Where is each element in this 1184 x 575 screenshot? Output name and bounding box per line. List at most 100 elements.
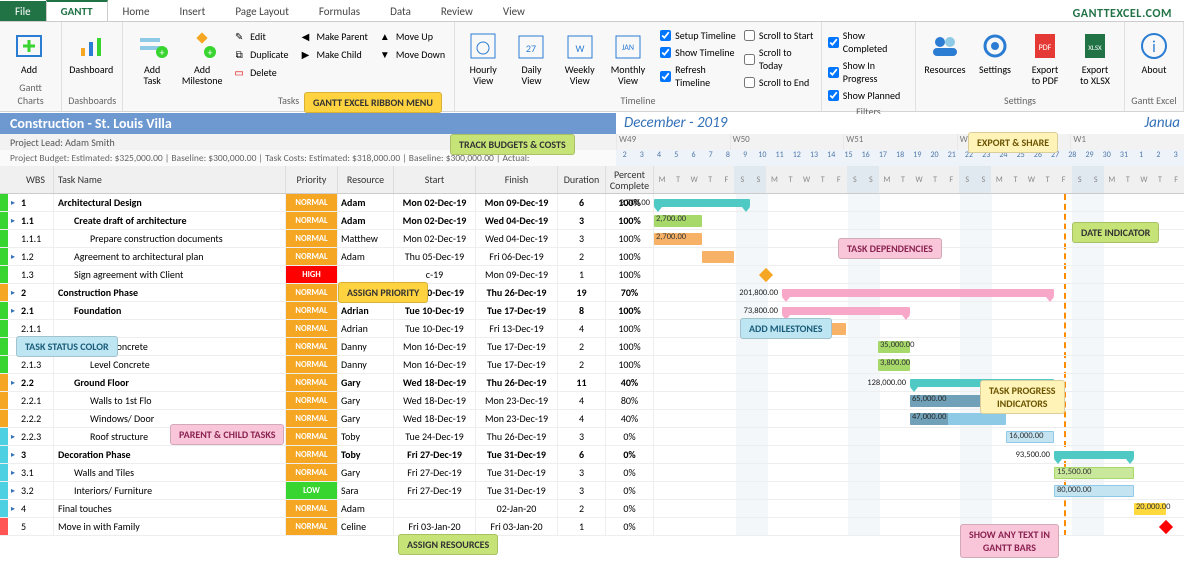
tab-page-layout[interactable]: Page Layout (220, 1, 304, 21)
tab-data[interactable]: Data (375, 1, 426, 21)
duplicate-button[interactable]: ⧉Duplicate (229, 46, 291, 62)
task-row[interactable]: 2.1.1NORMALAdrianTue 10-Dec-19Fri 13-Dec… (0, 320, 1184, 338)
expand-icon[interactable]: ▸ (8, 374, 18, 391)
gantt-bar[interactable]: 15,500.00 (1054, 467, 1134, 479)
tab-insert[interactable]: Insert (164, 1, 220, 21)
expand-icon[interactable] (8, 518, 18, 535)
gantt-bar[interactable]: 80,000.00 (1054, 485, 1134, 497)
gantt-bar[interactable]: 47,000.00 (910, 413, 1006, 425)
tab-gantt[interactable]: GANTT (46, 0, 108, 21)
task-row[interactable]: ▸1Architectural DesignNORMALAdamMon 02-D… (0, 194, 1184, 212)
pct-cell: 80% (606, 392, 654, 409)
gantt-bar[interactable] (702, 251, 734, 263)
expand-icon[interactable]: ▸ (8, 248, 18, 265)
priority-cell: NORMAL (286, 194, 338, 211)
add-task-button[interactable]: + Add Task (129, 28, 175, 86)
show-timeline-check[interactable]: Show Timeline (660, 45, 740, 60)
finish-cell: Thu 26-Dec-19 (476, 428, 558, 445)
gantt-bar[interactable]: 35,000.00 (878, 341, 910, 353)
tab-formulas[interactable]: Formulas (304, 1, 375, 21)
expand-icon[interactable]: ▸ (8, 446, 18, 463)
add-button[interactable]: Add (6, 28, 52, 75)
settings-button[interactable]: Settings (972, 28, 1018, 75)
gantt-bar[interactable]: 73,800.00 (782, 307, 910, 315)
hourly-view-button[interactable]: Hourly View (461, 28, 505, 86)
expand-icon[interactable]: ▸ (8, 302, 18, 319)
move-up-button[interactable]: ▲Move Up (375, 28, 448, 44)
task-row[interactable]: ▸3.1Walls and TilesNORMALGaryFri 27-Dec-… (0, 464, 1184, 482)
tab-review[interactable]: Review (426, 1, 488, 21)
task-row[interactable]: 1.3Sign agreement with ClientHIGHc-19Mon… (0, 266, 1184, 284)
task-row[interactable]: ▸1.2Agreement to architectural planNORMA… (0, 248, 1184, 266)
scroll-end-check[interactable]: Scroll to End (744, 75, 815, 90)
res-cell: Danny (338, 338, 394, 355)
status-indicator (0, 320, 8, 337)
task-row[interactable]: ▸3Decoration PhaseNORMALTobyFri 27-Dec-1… (0, 446, 1184, 464)
make-parent-button[interactable]: ◀Make Parent (295, 28, 370, 44)
expand-icon[interactable] (8, 320, 18, 337)
res-cell: Adam (338, 500, 394, 517)
task-row[interactable]: 2.1.3Level ConcreteNORMALDannyMon 16-Dec… (0, 356, 1184, 374)
resources-button[interactable]: Resources (922, 28, 968, 75)
expand-icon[interactable]: ▸ (8, 194, 18, 211)
start-cell: Tue 24-Dec-19 (394, 428, 476, 445)
tab-home[interactable]: Home (108, 1, 165, 21)
expand-icon[interactable] (8, 266, 18, 283)
show-completed-check[interactable]: Show Completed (828, 28, 909, 56)
gantt-bar[interactable]: 20,000.00 (1134, 503, 1166, 515)
export-pdf-button[interactable]: PDFExport to PDF (1022, 28, 1068, 86)
expand-icon[interactable]: ▸ (8, 212, 18, 229)
expand-icon[interactable] (8, 410, 18, 427)
task-row[interactable]: 1.1.1Prepare construction documentsNORMA… (0, 230, 1184, 248)
finish-cell: Fri 03-Jan-20 (476, 518, 558, 535)
delete-button[interactable]: ▭Delete (229, 64, 291, 80)
priority-cell: NORMAL (286, 302, 338, 319)
tab-view[interactable]: View (488, 1, 540, 21)
show-inprogress-check[interactable]: Show In Progress (828, 58, 909, 86)
daily-view-button[interactable]: 27Daily View (509, 28, 553, 86)
wbs-cell: 4 (18, 500, 54, 517)
gantt-bar[interactable]: 3,800.00 (878, 359, 910, 371)
expand-icon[interactable]: ▸ (8, 284, 18, 301)
gantt-bar[interactable]: 16,000.00 (1006, 431, 1054, 443)
expand-icon[interactable] (8, 356, 18, 373)
task-row[interactable]: ▸3.2Interiors/ FurnitureLOWSaraFri 27-De… (0, 482, 1184, 500)
task-row[interactable]: ▸4Final touchesNORMALAdam02-Jan-2020%20,… (0, 500, 1184, 518)
scroll-start-check[interactable]: Scroll to Start (744, 28, 815, 43)
expand-icon[interactable]: ▸ (8, 482, 18, 499)
tab-file[interactable]: File (0, 1, 46, 21)
make-child-button[interactable]: ▶Make Child (295, 46, 370, 62)
wbs-cell: 1.1 (18, 212, 54, 229)
move-down-button[interactable]: ▼Move Down (375, 46, 448, 62)
about-button[interactable]: iAbout (1131, 28, 1177, 75)
priority-cell: NORMAL (286, 518, 338, 535)
show-planned-check[interactable]: Show Planned (828, 88, 909, 103)
gantt-bar[interactable]: 201,800.00 (782, 289, 1054, 297)
task-row[interactable]: ▸2Construction PhaseNORMALAdamTue 10-Dec… (0, 284, 1184, 302)
task-row[interactable]: ▸2.1FoundationNORMALAdrianTue 10-Dec-19T… (0, 302, 1184, 320)
expand-icon[interactable]: ▸ (8, 500, 18, 517)
dashboard-button[interactable]: Dashboard (68, 28, 114, 75)
edit-button[interactable]: ✎Edit (229, 28, 291, 44)
dow-label: T (927, 166, 943, 193)
export-xlsx-button[interactable]: XLSXExport to XLSX (1072, 28, 1118, 86)
add-milestone-button[interactable]: + Add Milestone (179, 28, 225, 86)
gantt-bar[interactable]: 2,700.00 (654, 233, 702, 245)
monthly-view-button[interactable]: JANMonthly View (606, 28, 650, 86)
weekly-view-button[interactable]: WWeekly View (558, 28, 602, 86)
task-row[interactable]: ▸1.1Create draft of architectureNORMALAd… (0, 212, 1184, 230)
gantt-bar[interactable]: 2,700.00 (654, 199, 750, 207)
callout-export-share: EXPORT & SHARE (968, 132, 1058, 153)
gantt-bar[interactable]: 93,500.00 (1054, 451, 1134, 459)
gantt-cell: 47,000.00 (654, 410, 1184, 427)
expand-icon[interactable] (8, 392, 18, 409)
wbs-cell: 2.2.1 (18, 392, 54, 409)
expand-icon[interactable]: ▸ (8, 464, 18, 481)
gantt-bar[interactable]: 2,700.00 (654, 215, 702, 227)
setup-timeline-check[interactable]: Setup Timeline (660, 28, 740, 43)
expand-icon[interactable]: ▸ (8, 428, 18, 445)
refresh-timeline-check[interactable]: Refresh Timeline (660, 62, 740, 90)
expand-icon[interactable] (8, 230, 18, 247)
scroll-today-check[interactable]: Scroll to Today (744, 45, 815, 73)
task-row[interactable]: 2.1.2Pour ConcreteNORMALDannyMon 16-Dec-… (0, 338, 1184, 356)
